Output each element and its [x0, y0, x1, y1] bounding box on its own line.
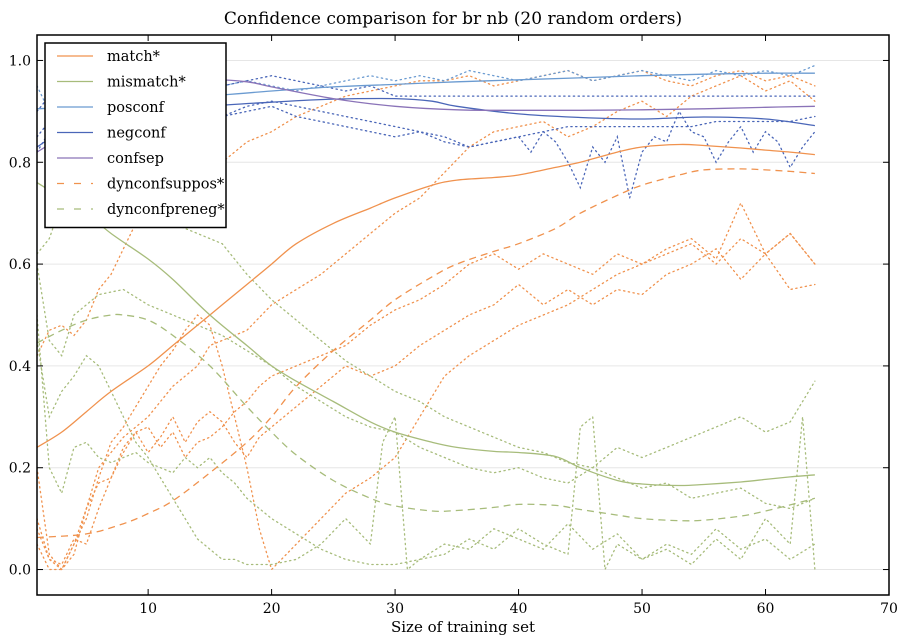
series-line-match [37, 143, 815, 448]
run-trace [37, 247, 816, 571]
x-tick-label: 30 [386, 601, 404, 617]
y-tick-label: 1.0 [9, 53, 31, 69]
run-trace [37, 263, 816, 484]
chart-title: Confidence comparison for br nb (20 rand… [224, 9, 682, 29]
x-tick-label: 40 [510, 601, 528, 617]
x-tick-label: 10 [139, 601, 157, 617]
run-trace [37, 100, 816, 199]
run-trace [37, 74, 816, 571]
y-tick-label: 0.8 [9, 155, 31, 171]
x-axis-label: Size of training set [391, 618, 535, 636]
legend-item: confsep [57, 151, 164, 167]
legend-item: negconf [57, 126, 167, 142]
legend-label: match* [107, 49, 161, 65]
x-tick-label: 20 [263, 601, 281, 617]
legend-label: negconf [107, 126, 167, 142]
run-trace [37, 100, 816, 148]
run-trace [37, 339, 816, 572]
legend-item: dynconfsuppos* [57, 177, 225, 193]
legend-label: dynconfpreneg* [107, 202, 225, 218]
legend-item: posconf [57, 100, 166, 116]
legend-label: confsep [107, 151, 164, 167]
legend: match* mismatch* posconf negconf confsep dync… [44, 42, 227, 229]
y-tick-label: 0.4 [9, 359, 31, 375]
legend-box [44, 42, 227, 229]
y-axis: 0.0 0.2 0.4 0.6 0.8 1.0 [9, 53, 889, 579]
legend-item: match* [57, 49, 161, 65]
y-tick-label: 0.6 [9, 257, 31, 273]
legend-label: posconf [107, 100, 166, 116]
run-trace [37, 232, 816, 571]
x-tick-label: 50 [633, 601, 651, 617]
run-trace [37, 69, 816, 357]
y-tick-label: 0.0 [9, 563, 31, 579]
legend-item: dynconfpreneg* [57, 202, 225, 218]
x-tick-label: 70 [880, 601, 898, 617]
series-line-dynconfsuppos [37, 168, 815, 539]
x-axis: 10 20 30 40 50 60 70 [139, 35, 898, 617]
legend-label: mismatch* [107, 75, 187, 91]
run-trace [37, 314, 816, 566]
series-line-mismatch [37, 182, 815, 487]
x-tick-label: 60 [757, 601, 775, 617]
legend-label: dynconfsuppos* [107, 177, 225, 193]
series-line-dynconfpreneg [37, 313, 816, 522]
y-tick-label: 0.2 [9, 461, 31, 477]
plot-frame [36, 34, 890, 596]
legend-item: mismatch* [57, 75, 187, 91]
run-trace [37, 201, 816, 566]
